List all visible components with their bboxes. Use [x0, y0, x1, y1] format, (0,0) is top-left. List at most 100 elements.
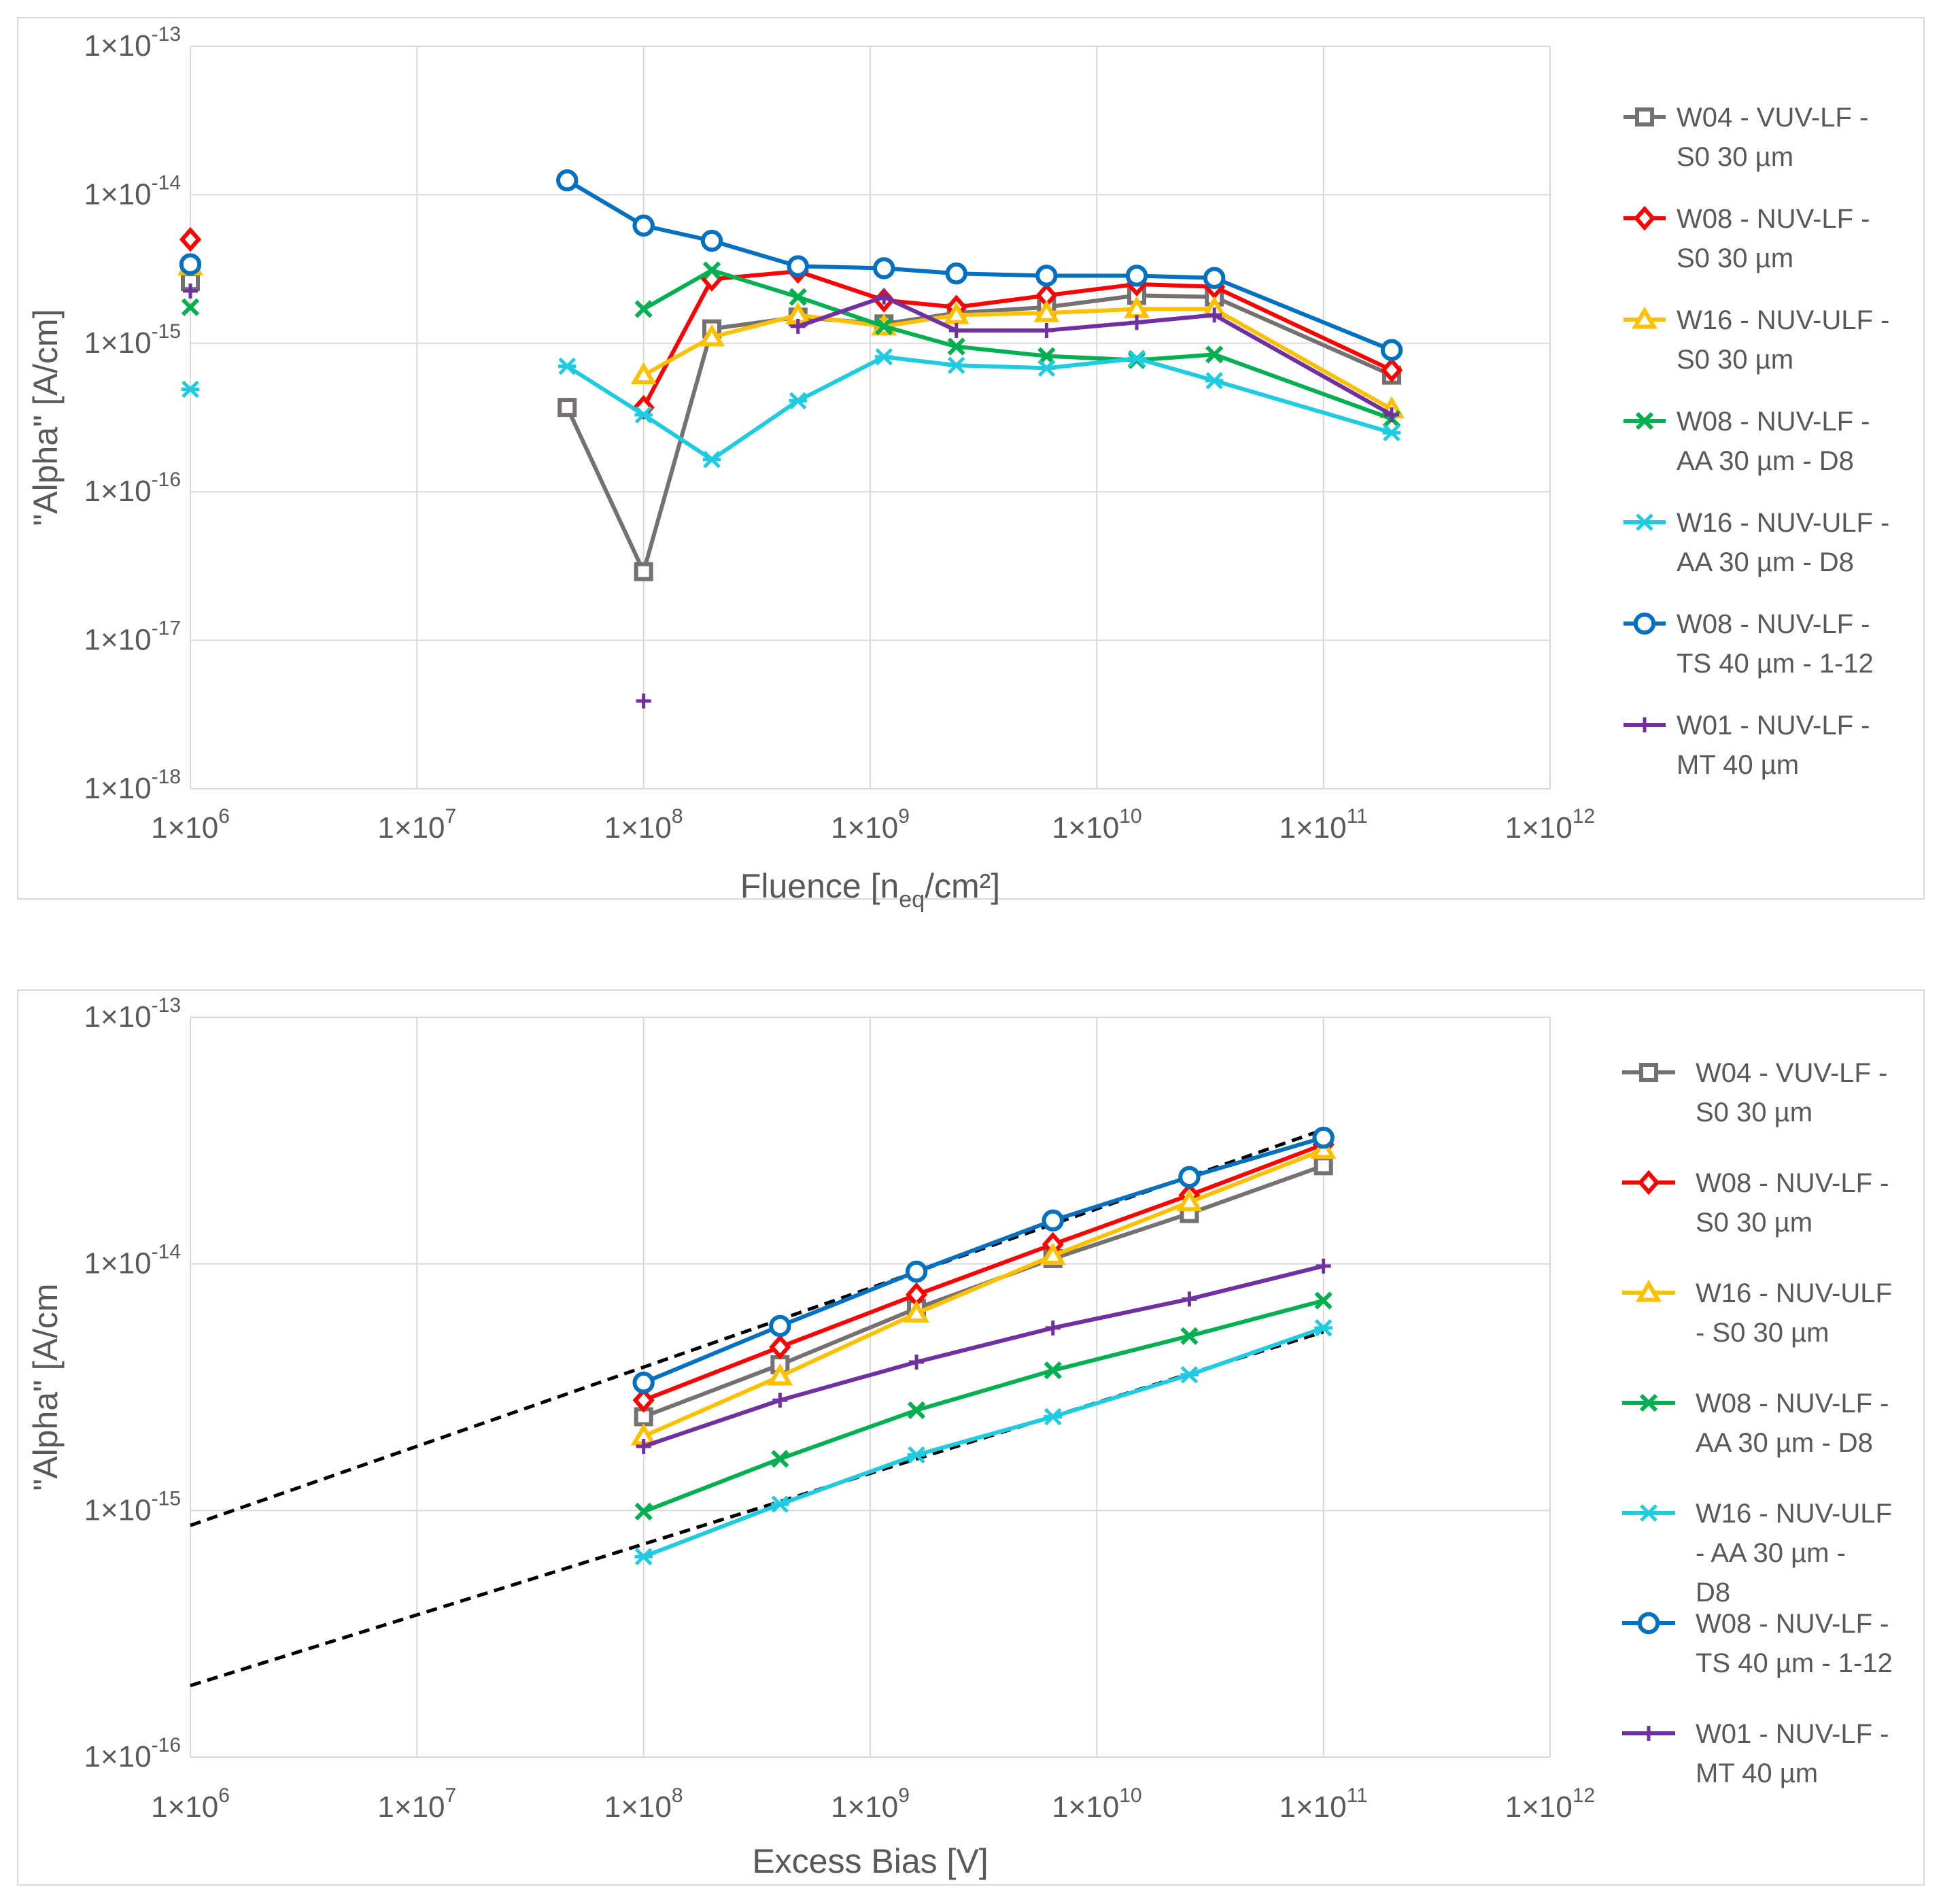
series-line [565, 293, 1393, 574]
data-point [769, 1334, 791, 1360]
series-7 [183, 283, 1400, 709]
legend-item: W08 - NUV-LF - AA 30 µm - D8 [1622, 1389, 1889, 1458]
legend-label: S0 30 µm [1696, 1098, 1813, 1127]
y-tick-label: 1×10-16 [84, 469, 181, 508]
x-tick-label: 1×1010 [1052, 805, 1141, 845]
series-5 [181, 348, 1401, 469]
legend-item: W08 - NUV-LF - S0 30 µm [1622, 1168, 1889, 1238]
data-point [1178, 1166, 1201, 1189]
data-point [771, 1495, 789, 1513]
data-point [557, 398, 577, 418]
legend-label: W08 - NUV-LF - [1696, 1389, 1889, 1418]
legend-label: W04 - VUV-LF - [1696, 1058, 1887, 1088]
y-tick-label: 1×10-14 [84, 1241, 181, 1280]
legend-marker [1636, 1279, 1662, 1302]
series-line [642, 1325, 1324, 1559]
data-point [1176, 1189, 1203, 1212]
x-tick-label: 1×108 [604, 1784, 683, 1824]
legend-item: W01 - NUV-LF - MT 40 µm [1624, 711, 1870, 780]
data-point [1380, 339, 1403, 361]
data-point [1205, 372, 1224, 390]
series-3 [630, 1136, 1337, 1446]
data-point [1205, 345, 1224, 364]
data-point [699, 324, 725, 347]
legend-marker [1635, 513, 1654, 531]
y-tick-label: 1×10-13 [84, 994, 181, 1034]
data-point [632, 1387, 655, 1413]
legend-label: W16 - NUV-ULF [1696, 1278, 1892, 1308]
chart-panel-2: 1×106 1×107 1×108 1×109 1×1010 1×1011 1×1012 1×… [17, 989, 1925, 1886]
legend-marker [1641, 1726, 1656, 1741]
data-point [789, 392, 807, 410]
data-point [1384, 407, 1400, 422]
legend-label: D8 [1696, 1578, 1730, 1608]
data-point [1129, 315, 1145, 330]
data-point [1180, 1327, 1199, 1345]
data-point [1312, 1126, 1335, 1149]
legend-label: S0 30 µm [1677, 345, 1793, 375]
series-6 [632, 1126, 1335, 1394]
data-point [875, 317, 893, 336]
data-point [1039, 322, 1054, 338]
x-tick-label: 1×106 [151, 1784, 230, 1824]
data-point [1040, 1242, 1066, 1265]
legend-label: W01 - NUV-LF - [1696, 1719, 1889, 1749]
data-point [1037, 359, 1056, 377]
data-point [1310, 1136, 1337, 1159]
legend-label: - S0 30 µm [1696, 1318, 1829, 1348]
legend-label: W08 - NUV-LF - [1696, 1168, 1889, 1198]
data-point [875, 348, 893, 366]
data-point [905, 1260, 928, 1283]
data-point [181, 298, 200, 316]
data-point [558, 357, 577, 375]
legend-label: W01 - NUV-LF - [1677, 711, 1870, 741]
legend-marker [1637, 717, 1652, 732]
y-tick-label: 1×10-16 [84, 1734, 181, 1773]
x-tick-label: 1×1012 [1505, 805, 1595, 845]
legend-marker [1639, 1504, 1658, 1522]
x-tick-label: 1×109 [831, 805, 910, 845]
data-point [1207, 307, 1222, 323]
y-tick-label: 1×10-18 [84, 766, 181, 805]
legend-marker [1639, 1393, 1658, 1412]
data-point [907, 1446, 926, 1464]
data-point [1314, 1291, 1333, 1310]
legend-item: W16 - NUV-ULF - S0 30 µm [1624, 305, 1889, 375]
legend-label: MT 40 µm [1677, 750, 1799, 780]
data-point [636, 693, 651, 709]
x-tick-label: 1×107 [377, 805, 456, 845]
data-point [632, 1372, 655, 1394]
data-point [947, 337, 965, 356]
x-tick-label: 1×108 [604, 805, 683, 845]
data-point [943, 302, 969, 324]
y-tick-label: 1×10-14 [84, 171, 181, 211]
series-4 [181, 261, 1401, 428]
legend-label: S0 30 µm [1696, 1208, 1813, 1238]
legend-label: S0 30 µm [1677, 243, 1793, 273]
data-point [772, 1393, 788, 1408]
data-point [948, 322, 964, 338]
data-point [767, 1363, 793, 1386]
x-tick-label: 1×1012 [1505, 1784, 1595, 1824]
legend-label: S0 30 µm [1677, 142, 1793, 172]
data-point [945, 262, 967, 285]
data-point [1182, 1291, 1197, 1307]
data-point [636, 1439, 651, 1455]
data-point [702, 261, 721, 279]
data-point [1316, 1258, 1331, 1274]
data-point [179, 226, 202, 252]
legend-item: W08 - NUV-LF - TS 40 µm - 1-12 [1622, 1609, 1893, 1678]
data-point [556, 169, 579, 192]
chart-panel-1: 1×106 1×107 1×108 1×109 1×1010 1×1011 1×1012 1×… [17, 17, 1925, 913]
series-line [642, 1263, 1324, 1448]
legend-label: W16 - NUV-ULF [1696, 1499, 1892, 1529]
x-axis-title: Excess Bias [V] [752, 1842, 988, 1880]
series-6 [179, 169, 1403, 361]
legend-label: W08 - NUV-LF - [1677, 609, 1870, 639]
data-point [1033, 300, 1060, 322]
legend-label: W08 - NUV-LF - [1677, 204, 1870, 234]
data-point [790, 318, 806, 334]
legend-item: W16 - NUV-ULF - S0 30 µm [1622, 1278, 1892, 1348]
legend-label: - AA 30 µm - [1696, 1538, 1846, 1568]
